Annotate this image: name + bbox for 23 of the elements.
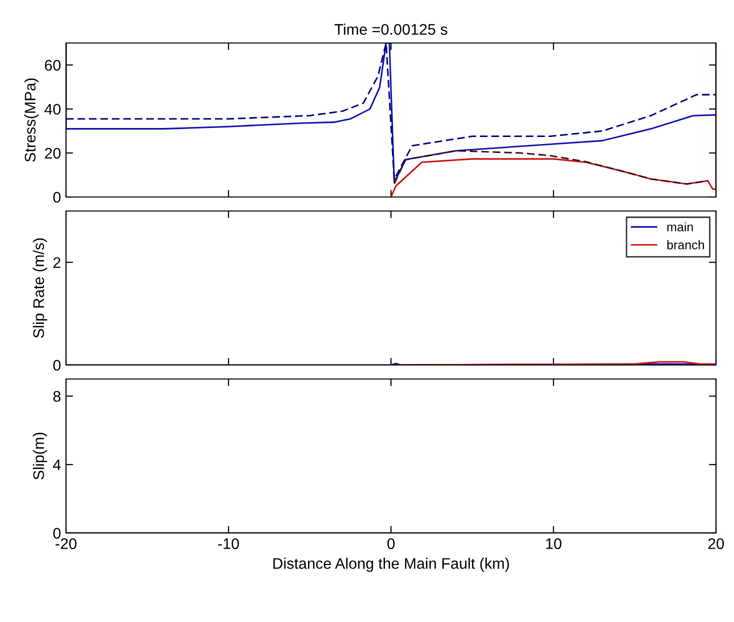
x-tick-label: -10: [218, 538, 239, 550]
y-tick-label: 60: [44, 60, 61, 71]
y-tick-label: 20: [44, 148, 61, 159]
y-tick-label: 0: [53, 192, 61, 203]
y-axis-title: Stress(MPa): [24, 78, 39, 162]
y-tick-label: 0: [53, 528, 61, 539]
y-tick-label: 8: [53, 390, 60, 402]
y-tick-label: 0: [53, 360, 61, 371]
x-tick-label: 20: [708, 538, 724, 550]
line-series: [390, 43, 716, 197]
legend-label: main: [667, 222, 693, 232]
y-tick-label: 2: [53, 257, 60, 268]
y-tick-label: 4: [52, 460, 61, 470]
y-tick-label: 40: [44, 104, 61, 115]
x-tick-label: -20: [56, 538, 76, 550]
line-series: [393, 150, 709, 185]
chart-title: Time =0.00125 s: [334, 24, 448, 35]
legend-label: branch: [667, 240, 704, 250]
x-axis-title: Distance Along the Main Fault (km): [273, 558, 509, 572]
x-tick-label: 0: [387, 538, 395, 550]
x-tick-label: 10: [546, 538, 562, 550]
y-axis-title: Slip Rate (m/s): [32, 238, 48, 338]
y-axis-title: Slip(m): [32, 432, 48, 480]
